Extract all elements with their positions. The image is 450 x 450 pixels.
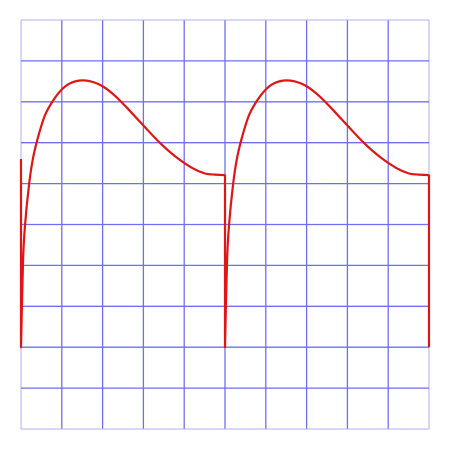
series-line: [19, 79, 431, 349]
series-layer: [19, 79, 431, 349]
